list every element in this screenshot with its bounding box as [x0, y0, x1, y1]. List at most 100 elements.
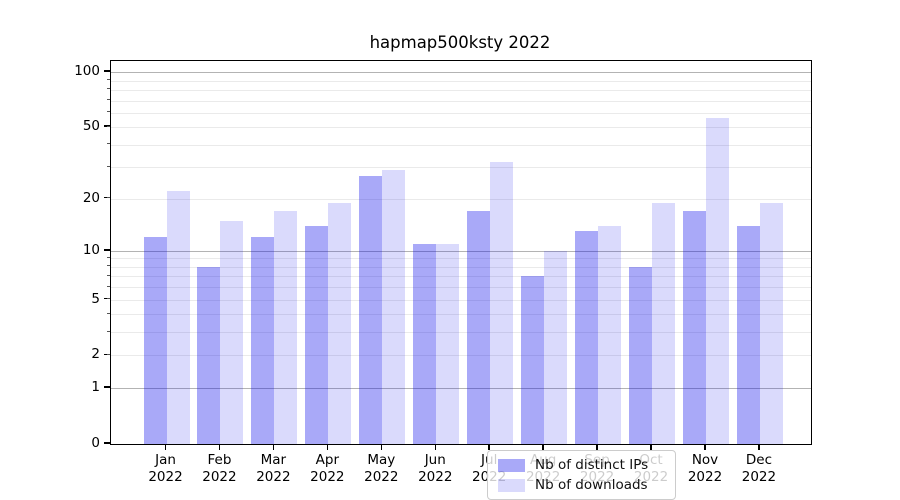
y-axis-minor-tick	[106, 256, 110, 258]
gridline-minor	[111, 100, 811, 102]
x-tick-label: Jun 2022	[399, 452, 471, 485]
gridline-minor	[111, 89, 811, 91]
x-tick-month: Jun	[424, 452, 446, 468]
x-axis-tick	[164, 444, 167, 450]
gridline-major	[111, 388, 811, 390]
bar-downloads	[166, 191, 190, 444]
y-axis-minor-tick	[106, 79, 110, 81]
y-tick-label: 0	[91, 435, 100, 451]
y-axis-minor-tick	[106, 125, 110, 127]
bar-distinct-ips	[197, 266, 221, 444]
bar-distinct-ips	[305, 225, 329, 444]
bar-distinct-ips	[629, 266, 653, 444]
x-tick-label: Nov 2022	[669, 452, 741, 485]
y-axis-minor-tick	[106, 312, 110, 314]
x-tick-label: Apr 2022	[291, 452, 363, 485]
gridline-major	[111, 72, 811, 74]
bar-downloads	[274, 211, 298, 444]
legend-swatch-downloads	[498, 478, 525, 492]
x-tick-year: 2022	[310, 468, 345, 485]
x-axis-tick	[380, 444, 383, 450]
y-axis-minor-tick	[106, 353, 110, 355]
gridline-minor	[111, 144, 811, 146]
x-tick-month: Apr	[315, 452, 340, 468]
bar-distinct-ips	[575, 231, 599, 444]
x-axis-tick	[704, 444, 706, 450]
bar-downloads	[759, 202, 783, 444]
bar-distinct-ips	[521, 276, 545, 444]
x-tick-month: Mar	[260, 452, 287, 468]
gridline-minor	[111, 112, 811, 114]
gridline-minor	[111, 299, 811, 301]
y-axis-minor-tick	[106, 330, 110, 332]
x-tick-label: Dec 2022	[723, 452, 795, 485]
y-axis-minor-tick	[106, 274, 110, 276]
bar-distinct-ips	[467, 211, 491, 444]
x-tick-label: Feb 2022	[183, 452, 255, 485]
y-axis-minor-tick	[106, 143, 110, 145]
gridline-minor	[111, 276, 811, 278]
bar-distinct-ips	[736, 225, 760, 444]
y-tick-label: 1	[91, 379, 100, 396]
y-tick-label: 20	[82, 189, 100, 206]
x-tick-year: 2022	[364, 468, 399, 485]
chart-title: hapmap500ksty 2022	[369, 33, 551, 52]
x-tick-year: 2022	[741, 468, 777, 485]
x-tick-month: Nov	[691, 452, 719, 468]
bar-downloads	[490, 162, 514, 444]
y-axis-minor-tick	[106, 265, 110, 267]
gridline-minor	[111, 80, 811, 82]
y-axis-minor-tick	[106, 285, 110, 287]
x-tick-label: Jan 2022	[130, 452, 202, 485]
gridline-minor	[111, 127, 811, 129]
x-tick-year: 2022	[148, 468, 183, 485]
y-tick-label: 50	[82, 118, 100, 135]
y-axis-minor-tick	[106, 197, 110, 199]
legend-label-downloads: Nb of downloads	[535, 477, 648, 493]
y-axis-minor-tick	[106, 298, 110, 300]
gridline-minor	[111, 355, 811, 357]
legend-entry-downloads: Nb of downloads	[498, 477, 665, 493]
y-tick-label: 100	[74, 63, 100, 80]
gridline-minor	[111, 332, 811, 334]
x-tick-month: Jan	[155, 452, 176, 468]
gridline-minor	[111, 266, 811, 268]
gridline-minor	[111, 287, 811, 289]
legend-swatch-distinct-ips	[498, 458, 525, 472]
bar-distinct-ips	[683, 211, 706, 444]
legend-label-distinct-ips: Nb of distinct IPs	[535, 457, 649, 473]
bar-distinct-ips	[413, 243, 437, 444]
gridline-minor	[111, 314, 811, 316]
x-axis-tick	[326, 444, 329, 450]
gridline-minor	[111, 167, 811, 169]
gridline-major	[111, 250, 811, 252]
bar-distinct-ips	[359, 175, 383, 444]
y-axis-tick	[104, 249, 110, 251]
x-tick-label: May 2022	[345, 452, 417, 485]
x-tick-month: May	[367, 452, 396, 468]
y-axis-tick	[104, 386, 110, 388]
x-tick-year: 2022	[256, 468, 291, 485]
plot-area: Nb of distinct IPs Nb of downloads	[110, 60, 812, 500]
bar-downloads	[382, 169, 406, 444]
plot-canvas	[111, 61, 811, 444]
bar-downloads	[328, 202, 352, 444]
x-axis-tick	[488, 444, 490, 450]
x-axis-tick	[596, 444, 598, 450]
x-tick-month: Dec	[745, 452, 772, 468]
y-tick-label: 10	[82, 241, 100, 258]
x-tick-year: 2022	[687, 468, 723, 485]
x-axis-tick	[434, 444, 436, 450]
bar-downloads	[220, 220, 244, 444]
x-tick-year: 2022	[418, 468, 453, 485]
y-tick-label: 2	[91, 346, 100, 363]
bar-downloads	[652, 202, 676, 444]
x-axis-tick	[218, 444, 221, 450]
bar-downloads	[598, 225, 622, 444]
y-axis-minor-tick	[106, 111, 110, 113]
bar-downloads	[436, 243, 460, 444]
x-tick-month: Feb	[207, 452, 232, 468]
x-axis-tick	[542, 444, 544, 450]
x-tick-year: 2022	[202, 468, 237, 485]
